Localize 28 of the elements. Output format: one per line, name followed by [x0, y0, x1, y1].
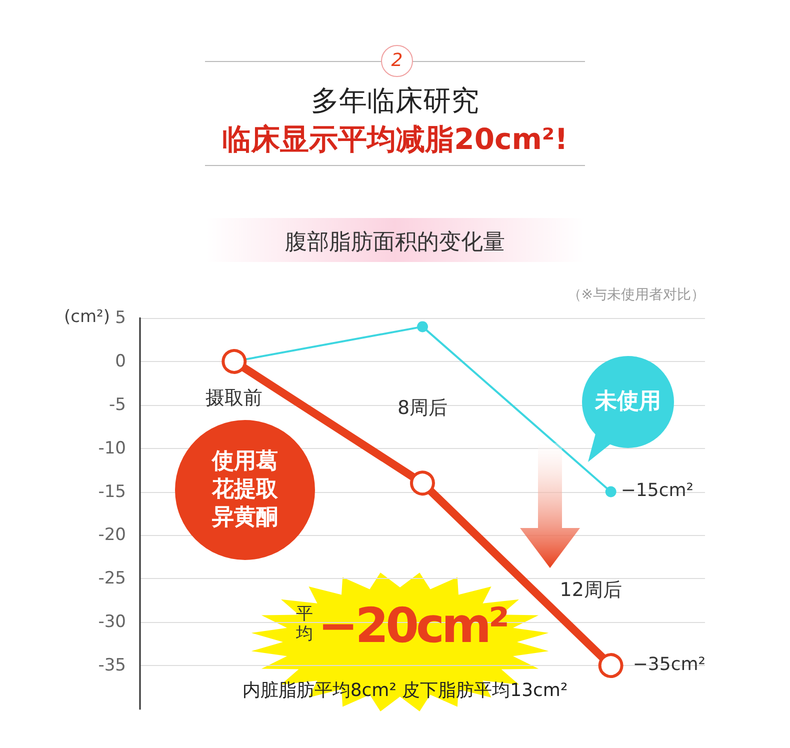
point — [417, 321, 428, 332]
annotation: −15cm² — [620, 480, 694, 501]
x-tick-label: 8周后 — [396, 396, 449, 422]
y-tick-label: -30 — [98, 612, 126, 632]
text: （※与未使用者对比） — [567, 286, 705, 304]
point — [222, 348, 247, 374]
point — [605, 486, 616, 498]
annotation: −35cm² — [632, 654, 706, 675]
chart-title: 多年临床研究 — [310, 83, 480, 119]
y-tick-label: -20 — [98, 525, 126, 546]
x-tick-label: 摄取前 — [204, 386, 264, 412]
speech-bubble: 使用葛花提取异黄酮 — [175, 420, 315, 560]
speech-bubble: 未使用 — [582, 356, 674, 448]
y-tick-label: -15 — [98, 482, 126, 502]
text: 腹部脂肪面积的变化量 — [284, 229, 506, 257]
text: 2 — [381, 45, 413, 77]
point — [410, 470, 435, 496]
point — [598, 653, 624, 678]
y-tick-label: -35 — [98, 656, 126, 676]
y-tick-label: 0 — [115, 351, 126, 372]
y-tick-label: -5 — [109, 394, 126, 415]
y-tick-label: -25 — [98, 568, 126, 589]
y-tick-label: -10 — [98, 438, 126, 458]
chart-subtitle: 临床显示平均减脂20cm²! — [221, 121, 569, 158]
y-axis-title: (cm²) — [64, 307, 110, 327]
annotation: 平均 — [296, 604, 314, 644]
y-tick-label: 5 — [115, 308, 126, 328]
x-tick-label: 12周后 — [558, 578, 623, 604]
